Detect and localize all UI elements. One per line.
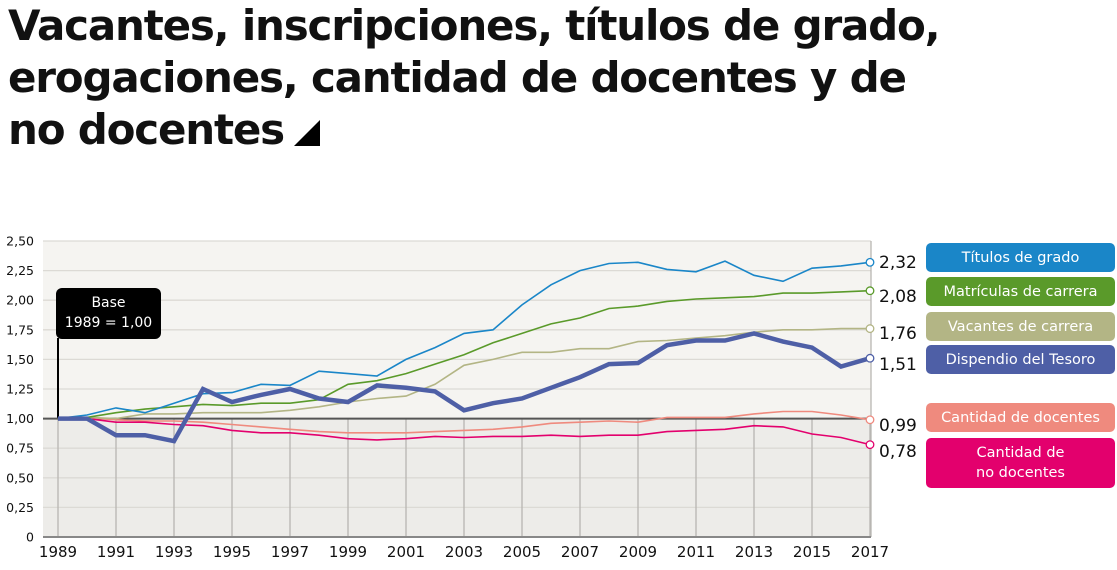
endpoint-marker xyxy=(865,440,875,450)
y-tick-label: 1,00 xyxy=(6,411,34,426)
x-tick-label: 2015 xyxy=(793,543,831,561)
legend-item-no-docentes: Cantidad de no docentes xyxy=(926,438,1115,488)
x-tick-label: 2009 xyxy=(619,543,657,561)
y-axis-ticks: 0 0,25 0,50 0,75 1,00 1,25 1,50 1,75 2,00 2,25 2,5… xyxy=(6,234,34,545)
title-line-2: erogaciones, cantidad de docentes y de xyxy=(8,53,907,102)
y-tick-label: 1,25 xyxy=(6,382,34,397)
base-annotation-line1: Base xyxy=(91,295,126,311)
x-tick-label: 2011 xyxy=(677,543,715,561)
end-value-label: 1,51 xyxy=(879,355,917,375)
series-line-vacantes-de-carrera xyxy=(57,327,870,420)
legend-label: Dispendio del Tesoro xyxy=(945,351,1096,368)
series-line-cantidad-de-no-docentes xyxy=(58,417,871,446)
legend-label-line2: no docentes xyxy=(976,465,1065,481)
legend-item-vacantes: Vacantes de carrera xyxy=(926,312,1115,341)
x-tick-label: 1999 xyxy=(329,543,367,561)
y-tick-label: 0,25 xyxy=(6,500,34,515)
legend-item-matriculas: Matrículas de carrera xyxy=(926,277,1115,306)
base-annotation-line2: 1989 = 1,00 xyxy=(64,315,153,331)
x-tick-label: 2005 xyxy=(503,543,541,561)
x-tick-label: 2003 xyxy=(445,543,483,561)
y-tick-label: 0,75 xyxy=(6,441,34,456)
legend-label: Títulos de grado xyxy=(961,249,1080,266)
legend-item-dispendio: Dispendio del Tesoro xyxy=(926,345,1115,374)
x-axis-ticks: 1989 1991 1993 1995 1997 1999 2001 2003 2005 2007… xyxy=(39,543,889,561)
end-value-label: 0,78 xyxy=(879,442,917,462)
end-value-label: 0,99 xyxy=(879,416,917,436)
title-line-3: no docentes xyxy=(8,104,1008,156)
legend-label: Vacantes de carrera xyxy=(947,318,1094,335)
x-tick-label: 1993 xyxy=(155,543,193,561)
x-tick-label: 1997 xyxy=(271,543,309,561)
grid-lines xyxy=(43,240,872,538)
y-tick-label: 0,50 xyxy=(6,470,34,485)
title-line-3-text: no docentes xyxy=(8,105,285,154)
legend-item-titulos: Títulos de grado xyxy=(926,243,1115,272)
endpoint-marker xyxy=(865,286,875,296)
series-line-títulos-de-grado xyxy=(57,260,871,420)
triangle-corner-icon xyxy=(293,120,320,146)
endpoint-marker xyxy=(865,415,875,425)
endpoint-marker xyxy=(865,324,875,334)
x-tick-label: 1991 xyxy=(97,543,135,561)
end-value-label: 2,32 xyxy=(879,253,917,273)
end-value-labels: 2,32 2,08 1,76 1,51 0,99 0,78 xyxy=(879,253,917,462)
legend-label-line1: Cantidad de xyxy=(976,445,1065,461)
y-tick-label: 2,25 xyxy=(6,263,34,278)
y-tick-label: 2,00 xyxy=(6,293,34,308)
x-tick-label: 2007 xyxy=(561,543,599,561)
legend-label: Cantidad de docentes xyxy=(941,409,1100,426)
page-title: Vacantes, inscripciones, títulos de grad… xyxy=(8,0,1008,156)
end-value-label: 1,76 xyxy=(879,324,917,344)
endpoint-marker xyxy=(865,353,875,363)
y-tick-label: 1,75 xyxy=(6,322,34,337)
series-lines xyxy=(57,260,871,446)
series-line-cantidad-de-docentes xyxy=(57,410,871,434)
series-line-dispendio-del-tesoro xyxy=(58,331,871,444)
x-tick-label: 1995 xyxy=(213,543,251,561)
x-tick-label: 2017 xyxy=(851,543,889,561)
y-tick-label: 2,50 xyxy=(6,234,34,249)
series-endpoints xyxy=(865,257,875,450)
end-value-label: 2,08 xyxy=(879,287,917,307)
x-tick-label: 2001 xyxy=(387,543,425,561)
legend-label: Matrículas de carrera xyxy=(943,283,1098,300)
endpoint-marker xyxy=(865,257,875,267)
title-line-1: Vacantes, inscripciones, títulos de grad… xyxy=(8,1,941,50)
y-tick-label: 0 xyxy=(26,530,34,545)
y-tick-label: 1,50 xyxy=(6,352,34,367)
legend-item-docentes: Cantidad de docentes xyxy=(926,403,1115,432)
x-tick-label: 1989 xyxy=(39,543,77,561)
x-tick-label: 2013 xyxy=(735,543,773,561)
base-annotation: Base 1989 = 1,00 xyxy=(56,288,161,339)
